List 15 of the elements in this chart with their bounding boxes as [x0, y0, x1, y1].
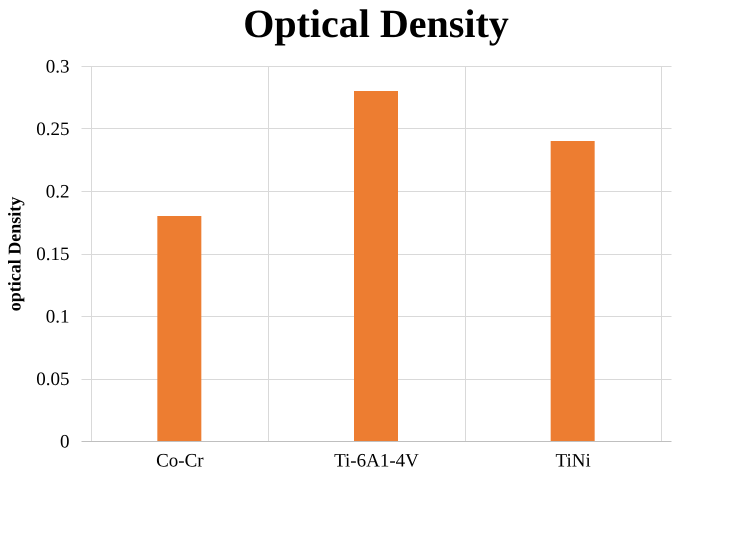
y-tick-label: 0.3 [46, 56, 70, 78]
y-tick-label: 0.25 [36, 119, 70, 140]
y-tick-label: 0 [60, 432, 70, 452]
bar [550, 141, 595, 441]
x-tick-label: Co-Cr [156, 450, 204, 472]
chart-title: Optical Density [243, 1, 509, 46]
y-axis-title: optical Density [4, 196, 24, 312]
bar [354, 91, 398, 441]
y-tick-label: 0.15 [36, 244, 70, 265]
y-tick-label: 0.2 [46, 182, 70, 202]
x-tick-label: TiNi [556, 450, 591, 472]
bar [157, 216, 202, 441]
y-tick-label: 0.1 [46, 306, 70, 328]
y-tick-label: 0.05 [36, 369, 70, 390]
x-tick-label: Ti-6A1-4V [334, 450, 420, 472]
